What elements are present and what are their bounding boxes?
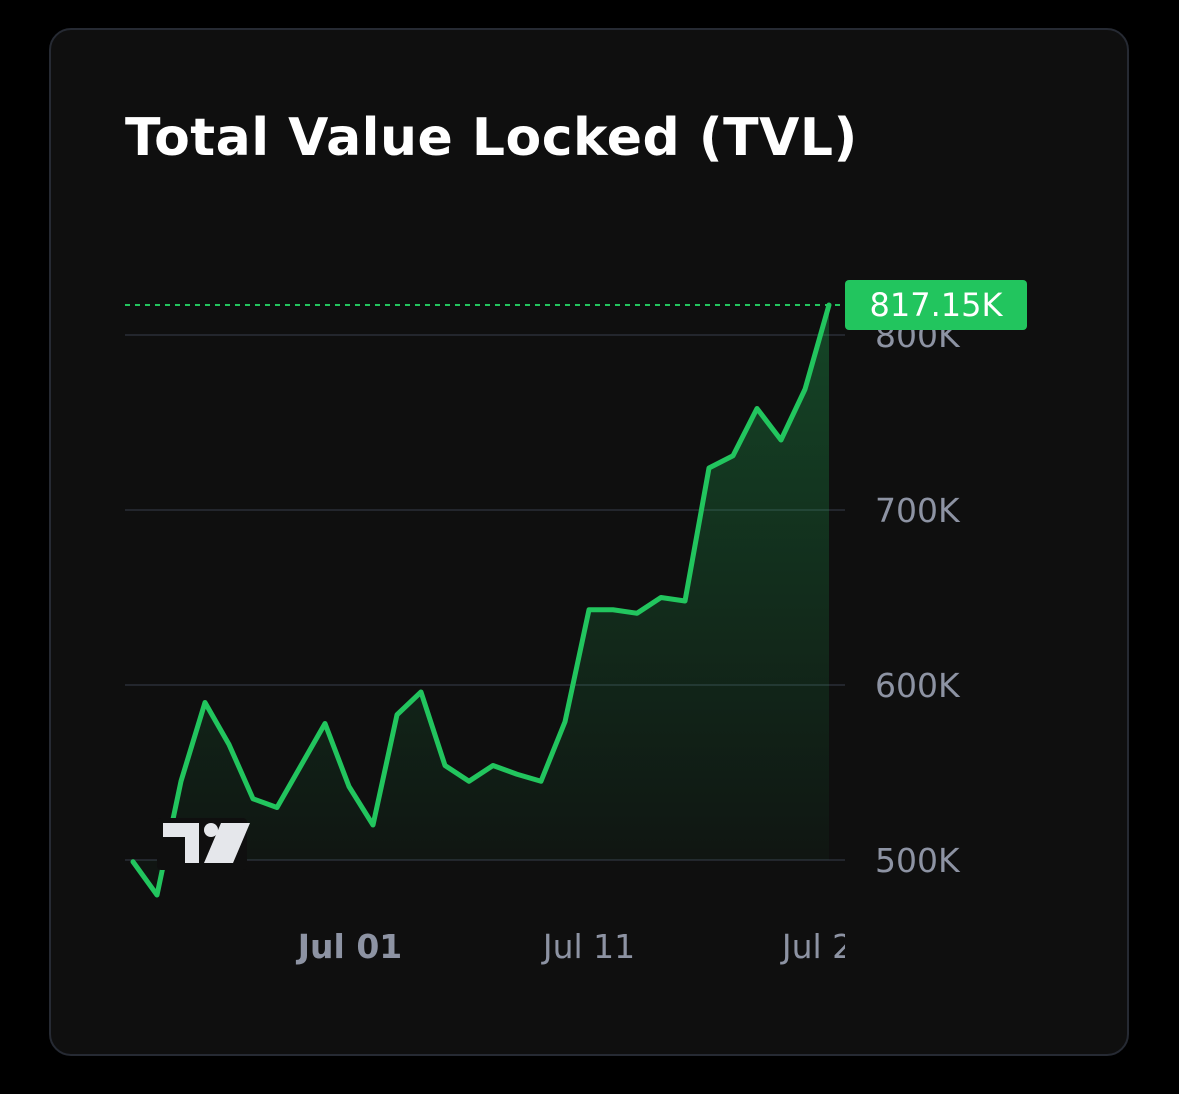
- last-value-badge: 817.15K: [845, 279, 1027, 330]
- area-fill: [133, 304, 829, 895]
- tvl-series-line: [130, 302, 832, 898]
- chart-title: Total Value Locked (TVL): [125, 108, 858, 168]
- series-line: [130, 302, 832, 898]
- x-tick-label: Jul 01: [296, 927, 403, 966]
- tradingview-logo-icon: [157, 818, 250, 870]
- x-tick-label: Jul 11: [541, 927, 635, 966]
- x-tick-label: Jul 21: [780, 927, 874, 966]
- x-axis: Jul 01 Jul 11 Jul 21: [296, 927, 874, 966]
- last-value-badge-bg: [845, 279, 1027, 330]
- last-value-label: 817.15K: [870, 286, 1004, 324]
- y-tick-label: 600K: [875, 666, 961, 705]
- tvl-card: Total Value Locked (TVL) 500K 600K 700K 800…: [49, 28, 1129, 1056]
- area-path: [133, 304, 829, 895]
- y-tick-label: 500K: [875, 841, 961, 880]
- y-tick-label: 700K: [875, 491, 961, 530]
